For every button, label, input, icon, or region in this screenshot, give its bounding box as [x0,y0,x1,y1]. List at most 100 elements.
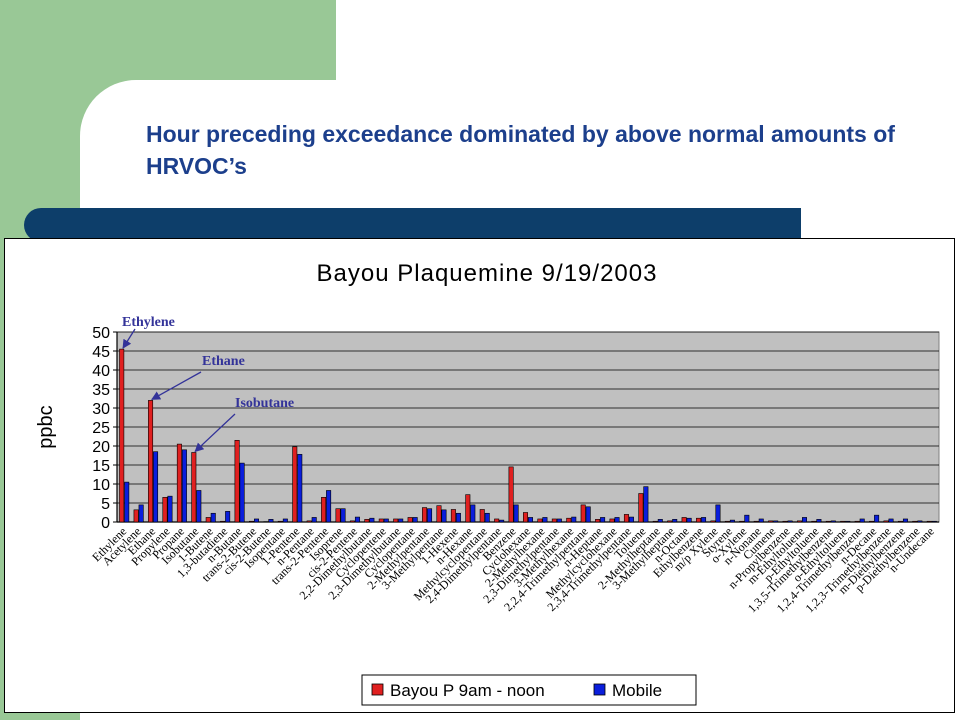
bar-mobile-23 [455,512,461,523]
bar-mobile-30 [556,518,562,523]
legend-swatch-mobile [593,683,606,696]
bar-bayou-49 [825,520,831,523]
y-tick-label: 40 [92,363,110,380]
annotation-ethane: Ethane [202,354,245,369]
bar-bayou-48 [811,520,817,523]
annotation-arrow [194,413,236,453]
bar-bayou-34 [609,518,615,523]
bar-mobile-8 [239,462,245,523]
bar-mobile-25 [484,512,490,523]
bar-bayou-8 [234,440,240,523]
bar-bayou-54 [897,520,903,523]
bar-bayou-41 [710,520,716,523]
bar-mobile-54 [902,518,908,523]
bar-bayou-55 [912,520,918,523]
bar-mobile-53 [888,518,894,523]
bar-mobile-38 [672,519,678,523]
bar-bayou-22 [436,505,442,523]
bar-mobile-20 [412,517,418,523]
y-tick-label: 0 [101,515,110,532]
bar-mobile-27 [513,504,519,523]
bar-bayou-31 [566,517,572,523]
bar-mobile-28 [527,517,533,523]
y-tick-label: 5 [101,496,110,513]
bar-bayou-1 [133,509,139,523]
chart-title: Bayou Plaquemine 9/19/2003 [317,260,658,287]
legend-swatch-bayou [371,683,384,696]
bar-mobile-50 [845,520,851,523]
bar-bayou-23 [450,509,456,523]
bar-mobile-5 [196,490,202,523]
bar-bayou-33 [595,519,601,523]
bar-mobile-26 [499,519,505,523]
annotation-ethylene: Ethylene [122,315,175,330]
bar-bayou-13 [306,520,312,523]
bar-mobile-52 [874,514,880,523]
bar-mobile-32 [585,506,591,523]
bar-mobile-49 [830,520,836,523]
bar-bayou-53 [883,520,889,523]
bar-bayou-50 [840,520,846,523]
y-tick-label: 50 [92,325,110,342]
y-tick-label: 20 [92,439,110,456]
bar-mobile-43 [744,514,750,523]
legend-box [361,674,697,706]
bar-mobile-42 [729,519,735,523]
bar-mobile-33 [600,517,606,523]
annotation-arrow [122,328,136,349]
bar-bayou-25 [479,509,485,523]
bar-bayou-21 [422,507,428,523]
bar-mobile-51 [859,518,865,523]
legend-label-mobile: Mobile [612,681,662,700]
bar-mobile-14 [326,490,332,523]
bar-bayou-0 [119,348,125,523]
y-tick-label: 25 [92,420,110,437]
annotation-arrow [151,371,202,400]
y-axis-label: ppbc [35,405,57,448]
bar-mobile-6 [210,512,216,523]
bar-bayou-29 [537,518,543,523]
bar-bayou-47 [796,520,802,523]
bar-mobile-9 [254,518,260,523]
y-tick-label: 10 [92,477,110,494]
bar-bayou-45 [768,520,774,523]
bar-bayou-20 [407,517,413,523]
bar-bayou-35 [623,514,629,523]
bar-bayou-56 [926,520,932,523]
bar-mobile-55 [917,520,923,523]
y-tick-label: 45 [92,344,110,361]
bar-mobile-15 [340,508,346,523]
bar-mobile-24 [470,504,476,523]
bar-bayou-52 [869,520,875,523]
bar-mobile-16 [354,516,360,523]
bar-mobile-56 [931,520,937,523]
chart-frame: Bayou Plaquemine 9/19/2003 0 5 10 15 20 25 30 35… [4,238,955,713]
bar-bayou-24 [465,494,471,523]
bar-bayou-38 [667,520,673,523]
bar-mobile-10 [268,519,274,523]
bar-mobile-29 [542,517,548,523]
bar-bayou-14 [321,496,327,523]
bar-mobile-19 [398,518,404,523]
bar-mobile-41 [715,504,721,523]
bar-bayou-6 [205,517,211,523]
bar-mobile-12 [297,454,303,523]
bar-bayou-37 [652,520,658,523]
bar-bayou-32 [580,504,586,523]
bar-mobile-31 [571,516,577,523]
slide-title: Hour preceding exceedance dominated by a… [146,121,895,179]
bar-mobile-11 [282,518,288,523]
bar-bayou-3 [162,496,168,523]
y-tick-label: 30 [92,401,110,418]
annotation-isobutane: Isobutane [235,396,294,411]
bar-mobile-1 [138,504,144,523]
bar-mobile-39 [686,517,692,523]
bar-bayou-44 [753,520,759,523]
bar-bayou-28 [522,512,528,523]
bar-mobile-2 [153,451,159,523]
bar-mobile-13 [311,517,317,523]
bar-bayou-4 [176,443,182,523]
bar-bayou-42 [724,520,730,523]
bar-bayou-36 [638,493,644,523]
bar-bayou-11 [277,520,283,523]
